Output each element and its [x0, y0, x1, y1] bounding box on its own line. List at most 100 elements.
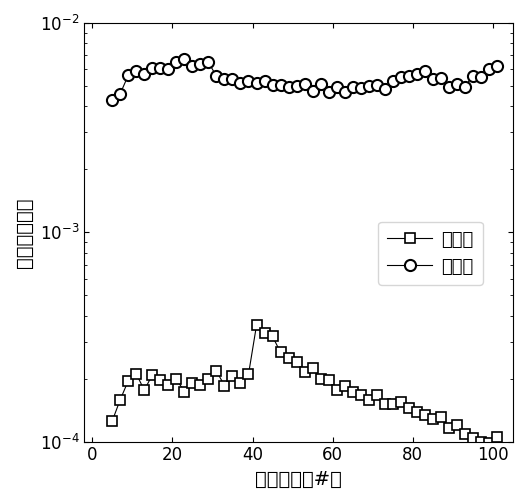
低阻态: [413, 71, 420, 77]
低阻态: [286, 84, 292, 90]
低阻态: [398, 74, 404, 80]
高阻态: [413, 409, 420, 415]
高阻态: [189, 380, 195, 386]
Line: 高阻态: 高阻态: [107, 321, 502, 448]
高阻态: [269, 333, 276, 339]
Legend: 高阻态, 低阻态: 高阻态, 低阻态: [378, 222, 483, 285]
高阻态: [205, 376, 212, 383]
低阻态: [277, 82, 284, 88]
高阻态: [286, 355, 292, 361]
高阻态: [486, 439, 492, 446]
低阻态: [470, 73, 476, 79]
低阻态: [109, 97, 116, 103]
高阻态: [334, 387, 340, 393]
X-axis label: 循环次数（#）: 循环次数（#）: [255, 470, 342, 489]
低阻态: [117, 91, 124, 97]
高阻态: [149, 372, 155, 378]
低阻态: [181, 56, 187, 62]
高阻态: [462, 430, 468, 436]
低阻态: [317, 81, 324, 87]
高阻态: [237, 380, 243, 386]
低阻态: [462, 84, 468, 90]
高阻态: [133, 371, 139, 377]
高阻态: [406, 405, 412, 411]
低阻态: [253, 80, 260, 86]
高阻态: [213, 368, 220, 374]
低阻态: [486, 66, 492, 72]
低阻态: [334, 84, 340, 90]
高阻态: [430, 416, 436, 422]
高阻态: [325, 377, 332, 384]
Y-axis label: 电流（安培）: 电流（安培）: [15, 197, 34, 268]
低阻态: [309, 88, 316, 94]
高阻态: [422, 412, 428, 418]
低阻态: [325, 89, 332, 95]
高阻态: [109, 418, 116, 424]
高阻态: [357, 392, 364, 398]
低阻态: [494, 62, 500, 69]
高阻态: [141, 387, 147, 393]
低阻态: [350, 84, 356, 90]
低阻态: [246, 78, 252, 84]
高阻态: [157, 376, 164, 383]
低阻态: [237, 80, 243, 86]
低阻态: [149, 66, 155, 72]
高阻态: [374, 392, 380, 398]
高阻态: [253, 322, 260, 328]
低阻态: [422, 68, 428, 74]
高阻态: [365, 397, 372, 403]
高阻态: [398, 399, 404, 405]
高阻态: [125, 377, 131, 384]
高阻态: [277, 349, 284, 355]
低阻态: [221, 77, 228, 83]
高阻态: [446, 425, 452, 431]
高阻态: [117, 397, 124, 403]
低阻态: [382, 86, 388, 92]
低阻态: [173, 59, 180, 65]
低阻态: [438, 76, 444, 82]
低阻态: [357, 85, 364, 91]
高阻态: [309, 365, 316, 371]
高阻态: [454, 422, 460, 428]
低阻态: [374, 82, 380, 88]
高阻态: [342, 383, 348, 389]
高阻态: [317, 376, 324, 382]
高阻态: [261, 331, 268, 337]
高阻态: [197, 382, 204, 388]
高阻态: [221, 383, 228, 389]
高阻态: [165, 382, 172, 388]
低阻态: [294, 83, 300, 89]
高阻态: [470, 435, 476, 441]
低阻态: [189, 64, 195, 70]
低阻态: [406, 73, 412, 79]
高阻态: [229, 373, 235, 379]
高阻态: [438, 414, 444, 420]
低阻态: [430, 76, 436, 82]
低阻态: [446, 84, 452, 90]
低阻态: [342, 89, 348, 95]
低阻态: [390, 78, 396, 84]
Line: 低阻态: 低阻态: [107, 53, 503, 105]
低阻态: [165, 66, 172, 72]
低阻态: [229, 77, 235, 83]
低阻态: [213, 73, 220, 79]
高阻态: [382, 401, 388, 407]
低阻态: [141, 71, 147, 77]
高阻态: [494, 434, 500, 440]
低阻态: [301, 81, 308, 87]
高阻态: [181, 389, 187, 395]
低阻态: [197, 61, 204, 68]
低阻态: [261, 78, 268, 84]
低阻态: [157, 65, 164, 71]
高阻态: [390, 401, 396, 407]
低阻态: [205, 59, 212, 66]
低阻态: [125, 72, 131, 78]
高阻态: [173, 376, 180, 382]
低阻态: [454, 81, 460, 87]
高阻态: [350, 389, 356, 395]
高阻态: [301, 368, 308, 374]
高阻态: [246, 371, 252, 377]
低阻态: [269, 82, 276, 88]
高阻态: [478, 439, 484, 445]
低阻态: [478, 74, 484, 80]
